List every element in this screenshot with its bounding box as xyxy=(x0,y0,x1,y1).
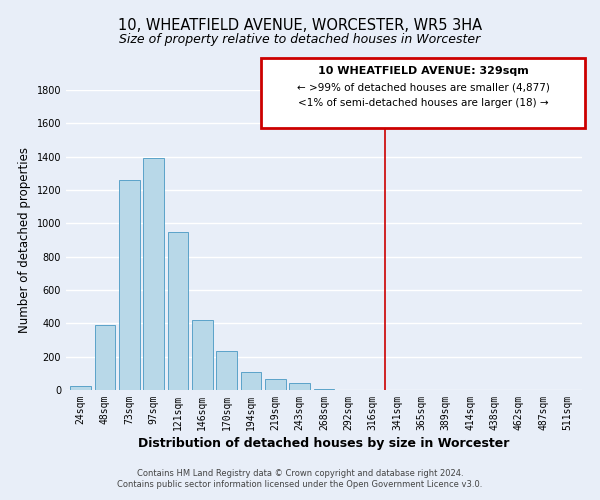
Text: ← >99% of detached houses are smaller (4,877): ← >99% of detached houses are smaller (4… xyxy=(296,82,550,92)
Text: Contains public sector information licensed under the Open Government Licence v3: Contains public sector information licen… xyxy=(118,480,482,489)
Text: <1% of semi-detached houses are larger (18) →: <1% of semi-detached houses are larger (… xyxy=(298,98,548,108)
Y-axis label: Number of detached properties: Number of detached properties xyxy=(18,147,31,333)
Text: Size of property relative to detached houses in Worcester: Size of property relative to detached ho… xyxy=(119,32,481,46)
Text: 10 WHEATFIELD AVENUE: 329sqm: 10 WHEATFIELD AVENUE: 329sqm xyxy=(317,66,529,76)
Bar xyxy=(314,389,334,390)
Text: Contains HM Land Registry data © Crown copyright and database right 2024.: Contains HM Land Registry data © Crown c… xyxy=(137,468,463,477)
Bar xyxy=(289,382,310,390)
Bar xyxy=(167,232,188,390)
Text: 10, WHEATFIELD AVENUE, WORCESTER, WR5 3HA: 10, WHEATFIELD AVENUE, WORCESTER, WR5 3H… xyxy=(118,18,482,32)
Bar xyxy=(119,180,140,390)
Bar xyxy=(143,158,164,390)
Bar xyxy=(70,386,91,390)
Bar xyxy=(216,351,237,390)
X-axis label: Distribution of detached houses by size in Worcester: Distribution of detached houses by size … xyxy=(139,437,509,450)
Bar xyxy=(241,372,262,390)
Bar xyxy=(192,320,212,390)
Bar xyxy=(95,325,115,390)
Bar xyxy=(265,379,286,390)
